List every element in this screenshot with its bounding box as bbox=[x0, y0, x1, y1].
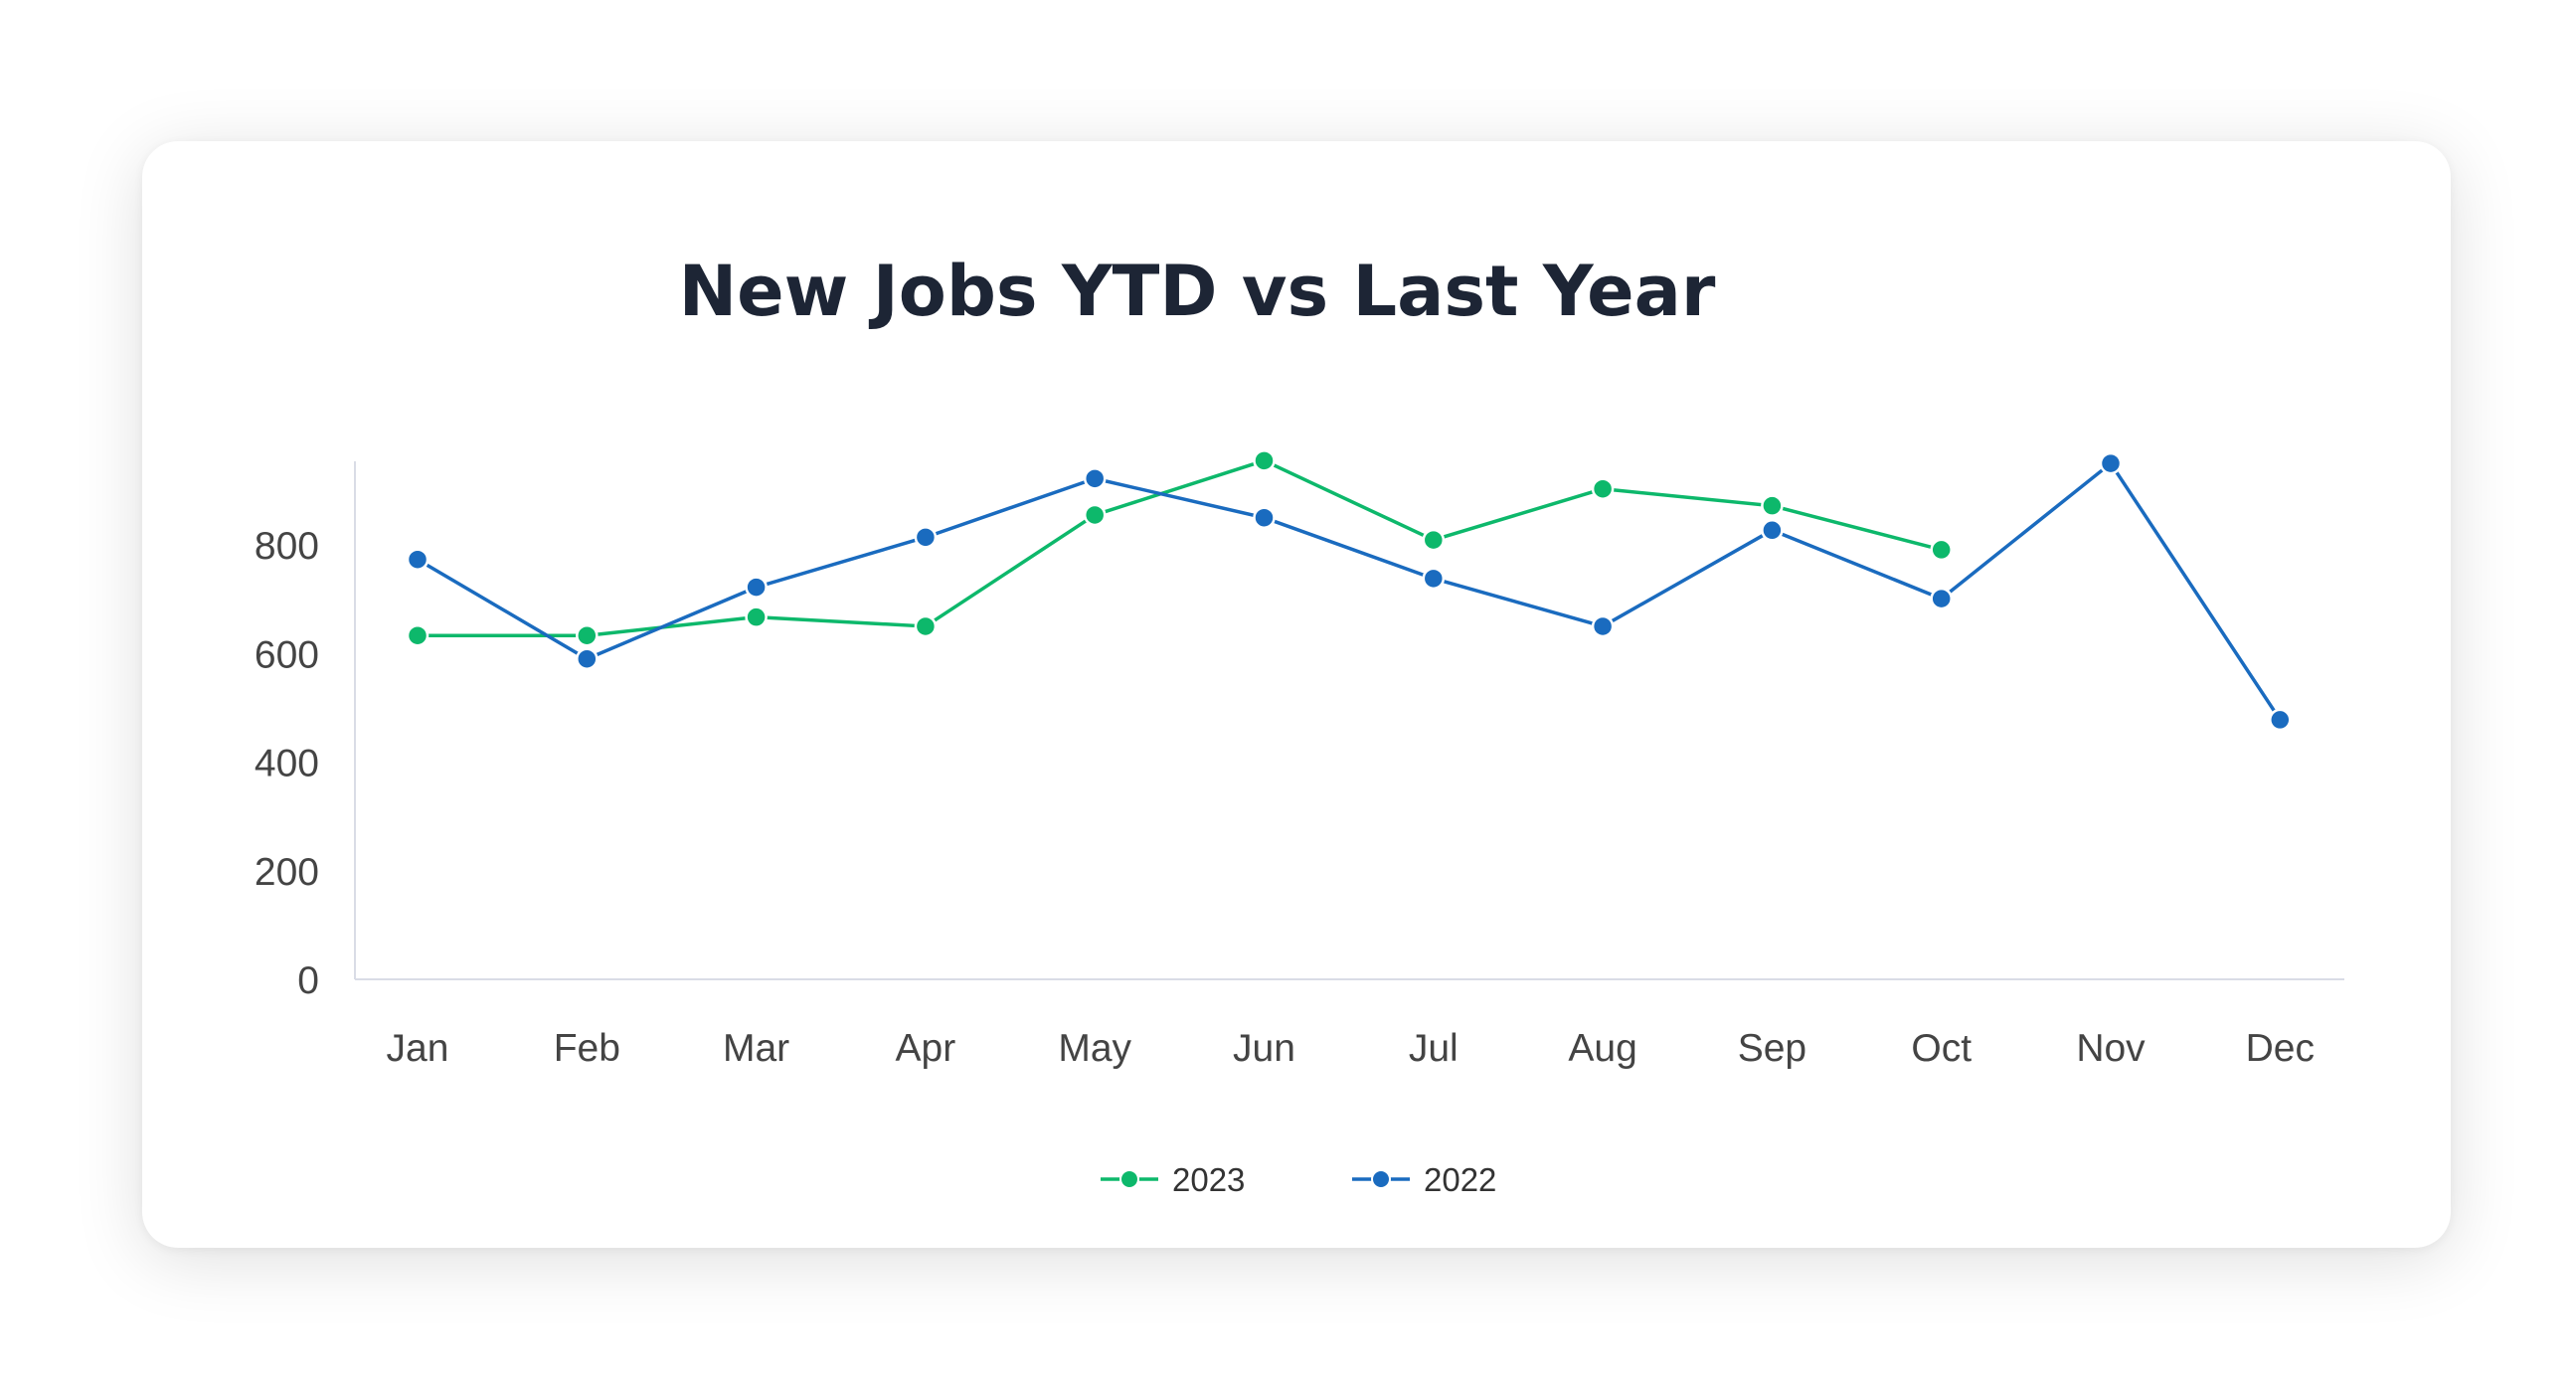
x-tick-label: Mar bbox=[723, 1027, 789, 1070]
x-tick-label: Jun bbox=[1233, 1027, 1295, 1070]
data-point bbox=[1930, 538, 1953, 562]
x-tick-label: Apr bbox=[896, 1027, 956, 1070]
chart-axes bbox=[354, 461, 2344, 980]
legend-label: 2022 bbox=[1424, 1161, 1496, 1198]
series-layer bbox=[406, 449, 2292, 732]
legend-marker bbox=[1371, 1169, 1391, 1189]
x-tick-label: Oct bbox=[1911, 1027, 1972, 1070]
data-point bbox=[1591, 477, 1615, 500]
x-tick-label: Jul bbox=[1409, 1027, 1459, 1070]
data-point bbox=[2269, 708, 2292, 732]
data-point bbox=[1761, 519, 1784, 542]
data-point bbox=[406, 623, 429, 647]
y-axis-ticks: 0 200 400 600 800 bbox=[255, 525, 319, 1002]
chart-title: New Jobs YTD vs Last Year bbox=[678, 251, 1716, 332]
legend-marker bbox=[1119, 1169, 1139, 1189]
x-tick-label: May bbox=[1058, 1027, 1131, 1070]
data-point bbox=[1253, 506, 1276, 529]
x-tick-label: Nov bbox=[2076, 1027, 2146, 1070]
data-point bbox=[406, 548, 429, 571]
x-tick-label: Dec bbox=[2246, 1027, 2315, 1070]
data-point bbox=[576, 647, 599, 670]
data-point bbox=[2099, 451, 2123, 475]
x-tick-label: Feb bbox=[554, 1027, 620, 1070]
x-axis-ticks: Jan Feb Mar Apr May Jun Jul Aug Sep Oct Nov Dec bbox=[387, 1027, 2315, 1070]
legend-item-2023: 2023 bbox=[1101, 1161, 1245, 1198]
series-2022 bbox=[406, 451, 2292, 732]
data-point bbox=[1422, 567, 1446, 591]
y-tick-label: 0 bbox=[297, 959, 319, 1002]
data-point bbox=[576, 623, 599, 647]
legend-label: 2023 bbox=[1172, 1161, 1245, 1198]
data-point bbox=[914, 614, 938, 638]
chart-card: New Jobs YTD vs Last Year 0 200 400 600 800 … bbox=[142, 141, 2451, 1248]
data-point bbox=[745, 606, 768, 628]
data-point bbox=[1083, 503, 1107, 527]
line-chart: 0 200 400 600 800 Jan Feb Mar Apr May Jun Jul Aug Se… bbox=[255, 449, 2344, 1198]
x-tick-label: Jan bbox=[387, 1027, 449, 1070]
data-point bbox=[1591, 614, 1615, 638]
series-2023 bbox=[406, 449, 1953, 647]
y-tick-label: 800 bbox=[255, 525, 319, 568]
series-line-2022 bbox=[417, 461, 2282, 721]
data-point bbox=[1422, 528, 1446, 552]
y-tick-label: 400 bbox=[255, 743, 319, 785]
legend-item-2022: 2022 bbox=[1352, 1161, 1496, 1198]
y-tick-label: 200 bbox=[255, 851, 319, 894]
data-point bbox=[1930, 587, 1953, 610]
y-tick-label: 600 bbox=[255, 633, 319, 676]
series-line-2023 bbox=[418, 458, 1943, 637]
data-point bbox=[1083, 467, 1107, 490]
x-tick-label: Sep bbox=[1738, 1027, 1806, 1070]
data-point bbox=[1761, 494, 1784, 517]
data-point bbox=[914, 526, 938, 549]
data-point bbox=[745, 576, 768, 599]
chart-legend: 2023 2022 bbox=[1101, 1161, 1496, 1198]
data-point bbox=[1253, 449, 1276, 472]
x-tick-label: Aug bbox=[1568, 1027, 1636, 1070]
